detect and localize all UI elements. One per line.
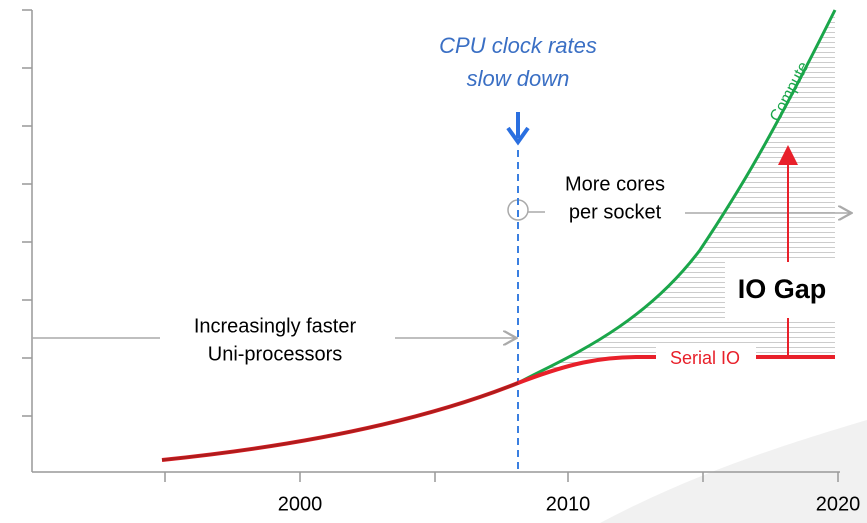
uni-text: Increasingly faster	[194, 315, 357, 337]
io-gap-label: IO Gap	[738, 274, 827, 304]
serial-curve	[161, 355, 835, 462]
compute-curve	[517, 9, 837, 385]
uni-text: Uni-processors	[208, 343, 342, 365]
cpu-text: slow down	[467, 66, 570, 91]
cpu-text: CPU clock rates	[439, 33, 597, 58]
label-bg	[656, 344, 756, 372]
down-arrow	[506, 112, 530, 146]
x-label: 2020	[816, 493, 861, 515]
uni-curve	[161, 381, 519, 462]
label-bg	[725, 262, 840, 318]
cores-text: More cores	[565, 173, 665, 195]
axes	[22, 9, 840, 482]
x-label: 2000	[278, 493, 323, 515]
cores-text: per socket	[569, 201, 662, 223]
x-label: 2010	[546, 493, 591, 515]
serial-label: Serial IO	[670, 348, 740, 368]
